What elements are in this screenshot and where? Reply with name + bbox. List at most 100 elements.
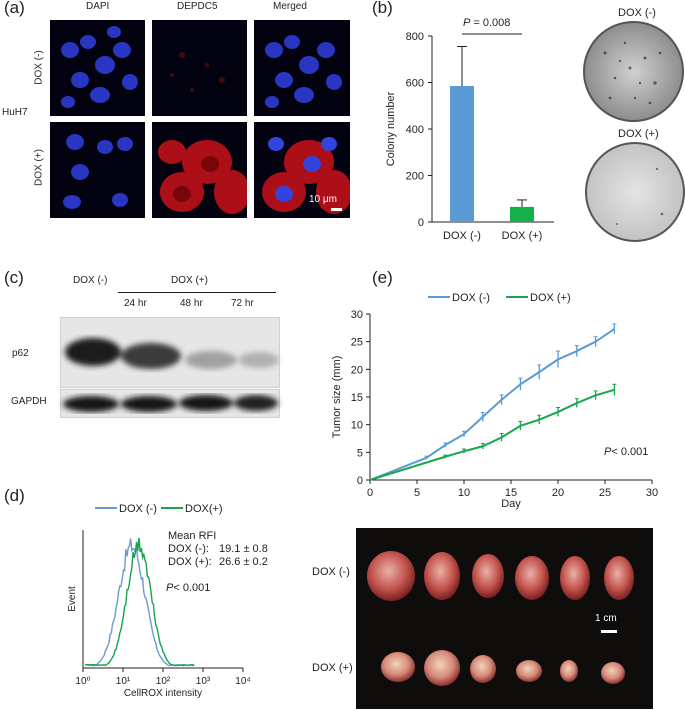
colony-dots [603,41,662,105]
bar-y-tick-label: 600 [406,78,424,90]
series-line [369,328,615,481]
panel-d-label: (d) [4,486,25,505]
panel-b-label: (b) [372,0,393,17]
merged-nuclei-shapes [265,35,342,108]
micrograph-dapi-dox-neg [50,20,145,116]
photo-label-dox-neg: DOX (-) [312,566,350,578]
rfi-title: Mean RFI [168,530,217,542]
blot-gapdh [60,389,280,418]
red-cytoplasm-shapes [158,140,247,214]
hist-pvalue: P< 0.001 [166,582,210,594]
rfi-row-value: 26.6 ± 0.2 [219,556,268,568]
hist-x-tick-label: 10⁴ [235,676,250,687]
band-label-p62: p62 [12,348,29,359]
colony-dots [616,167,664,225]
line-y-tick-label: 15 [351,392,363,404]
line-y-tick-label: 10 [351,420,363,432]
row-label-dox-pos: DOX (+) [33,149,45,186]
line-x-tick-label: 5 [414,487,420,499]
pvalue-p: P [166,582,174,594]
col-header-dapi: DAPI [86,1,110,12]
line-x-tick-label: 20 [552,487,564,499]
bar-pvalue: P = 0.008 [463,17,510,29]
photo-scale-bar-line [601,630,617,633]
col-header-merged: Merged [273,1,307,12]
line-y-tick-label: 25 [351,337,363,349]
pvalue-rest: < 0.001 [611,446,649,458]
rfi-row-dox-neg: DOX (-): 19.1 ± 0.8 [168,543,268,556]
nuclei-shapes [61,26,138,108]
bar-y-tick-label: 200 [406,171,424,183]
line-y-tick-label: 0 [357,475,363,487]
bar [510,206,534,222]
blot-p62 [60,317,280,388]
pvalue-p: P [604,446,612,458]
hist-x-tick-label: 10² [156,676,171,687]
colony-bar-chart: 0 200 400 600 800 Colony number DOX (-) DOX (+) [385,31,554,242]
dish-label-dox-neg: DOX (-) [618,7,656,19]
colony-dish-dox-neg [583,21,684,122]
tumor-size-line-chart: 0 5 10 15 20 25 30 0 5 10 15 20 25 30 Day Tumor size (m… [331,292,658,510]
micrograph-merged-dox-neg [254,20,350,116]
micrograph-depdc5-dox-pos [152,122,247,218]
line-y-axis-label: Tumor size (mm) [331,356,343,439]
photo-label-dox-pos: DOX (+) [312,662,353,674]
timepoint-24hr: 24 hr [124,298,147,309]
col-header-depdc5: DEPDC5 [177,1,218,12]
photo-scale-bar-text: 1 cm [595,613,617,624]
bar-category-label: DOX (+) [502,230,543,242]
line-x-axis-label: Day [501,498,521,510]
pvalue-rest: = 0.008 [470,17,511,29]
line-pvalue: P< 0.001 [604,446,648,458]
micrograph-dapi-dox-pos [50,122,145,218]
wb-dox-pos-label: DOX (+) [171,275,208,286]
line-x-tick-label: 25 [599,487,611,499]
scale-bar-text: 10 μm [309,194,337,205]
line-y-tick-label: 5 [357,447,363,459]
panel-c-label: (c) [4,268,24,287]
line-y-tick-label: 30 [351,309,363,321]
bar-y-tick-label: 0 [418,217,424,229]
faint-signal-shapes [170,52,225,92]
line-x-tick-label: 10 [458,487,470,499]
hist-series-dox-pos [84,537,195,667]
legend-label: DOX (+) [530,292,571,304]
row-label-dox-neg: DOX (-) [33,50,45,85]
nuclei-shapes [63,134,133,209]
scale-bar-line [331,208,342,211]
bar-category-label: DOX (-) [443,230,481,242]
cellrox-histogram: 10⁰ 10¹ 10² 10³ 10⁴ CellROX intensity Event DOX… [67,503,251,699]
pvalue-p: P [463,17,471,29]
bar-y-tick-label: 800 [406,31,424,43]
wb-dox-pos-bracket [118,292,276,293]
timepoint-72hr: 72 hr [231,298,254,309]
hist-legend-label: DOX(+) [185,503,223,515]
pvalue-rest: < 0.001 [173,582,211,594]
tumor-photo: 1 cm [356,528,653,709]
micrograph-merged-dox-pos [254,122,350,218]
bar-y-tick-label: 400 [406,124,424,136]
bar [450,85,474,222]
rfi-row-value: 19.1 ± 0.8 [219,543,268,555]
hist-x-axis-label: CellROX intensity [124,688,202,699]
hist-x-tick-label: 10⁰ [75,676,90,687]
dish-label-dox-pos: DOX (+) [618,128,659,140]
line-y-tick-label: 20 [351,364,363,376]
rfi-row-name: DOX (+): [168,556,212,568]
timepoint-48hr: 48 hr [180,298,203,309]
hist-y-axis-label: Event [67,586,78,612]
tumor-shapes [367,551,634,686]
rfi-row-name: DOX (-): [168,543,209,555]
hist-legend-label: DOX (-) [119,503,157,515]
colony-dish-dox-pos [585,142,685,242]
rfi-row-dox-pos: DOX (+): 26.6 ± 0.2 [168,556,268,569]
merged-cell-shapes [262,137,350,214]
legend-label: DOX (-) [452,292,490,304]
gapdh-bands [63,395,278,412]
micrograph-depdc5-dox-neg [152,20,247,116]
hist-x-tick-label: 10¹ [116,676,131,687]
p62-bands [65,338,279,369]
panel-e-label: (e) [372,268,393,287]
rfi-block: Mean RFI DOX (-): 19.1 ± 0.8 DOX (+): 26.6… [168,530,268,569]
wb-dox-neg-label: DOX (-) [73,275,108,286]
